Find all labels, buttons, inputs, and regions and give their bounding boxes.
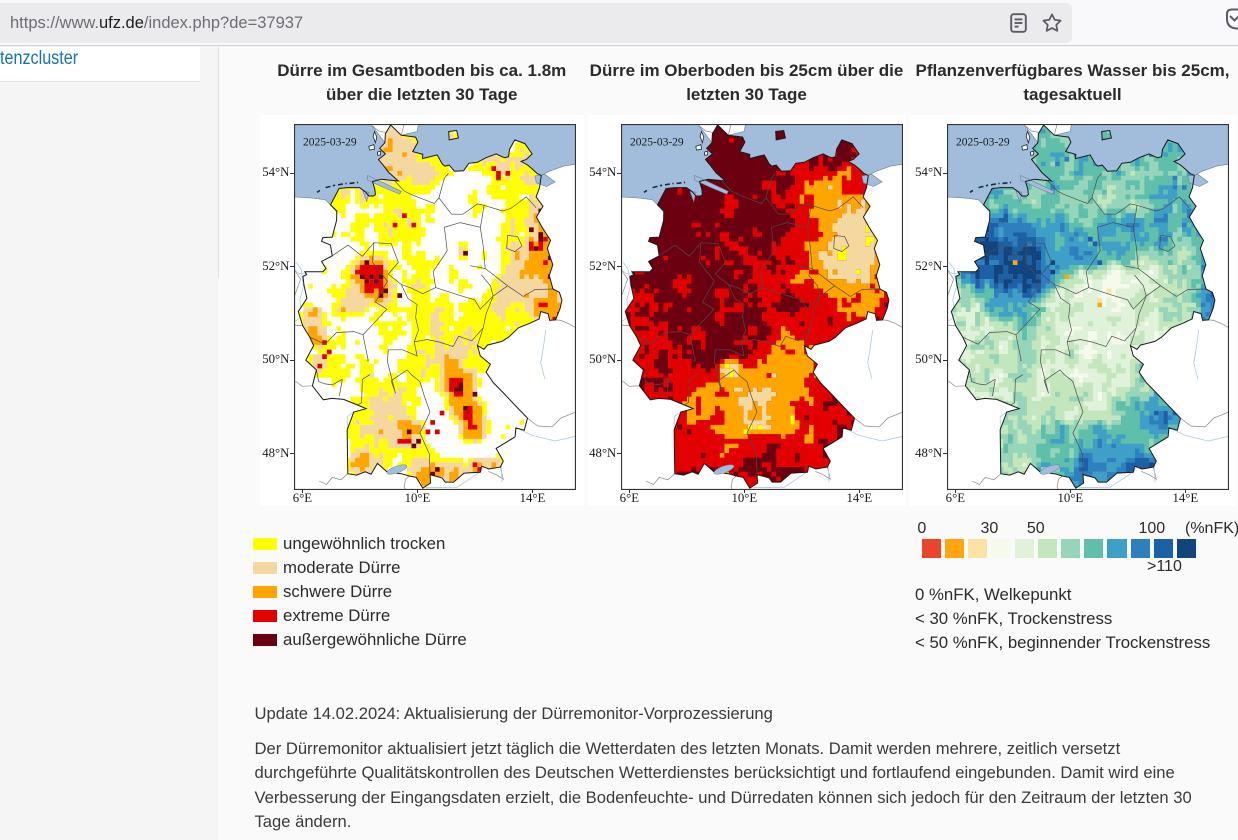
svg-text:2025-03-29: 2025-03-29	[303, 136, 357, 148]
svg-text:2025-03-29: 2025-03-29	[630, 136, 684, 148]
svg-text:2025-03-29: 2025-03-29	[956, 136, 1010, 148]
